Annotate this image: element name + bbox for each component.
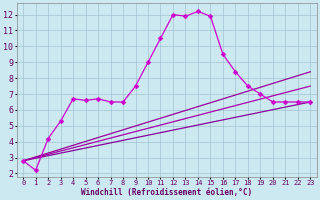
- X-axis label: Windchill (Refroidissement éolien,°C): Windchill (Refroidissement éolien,°C): [81, 188, 252, 197]
